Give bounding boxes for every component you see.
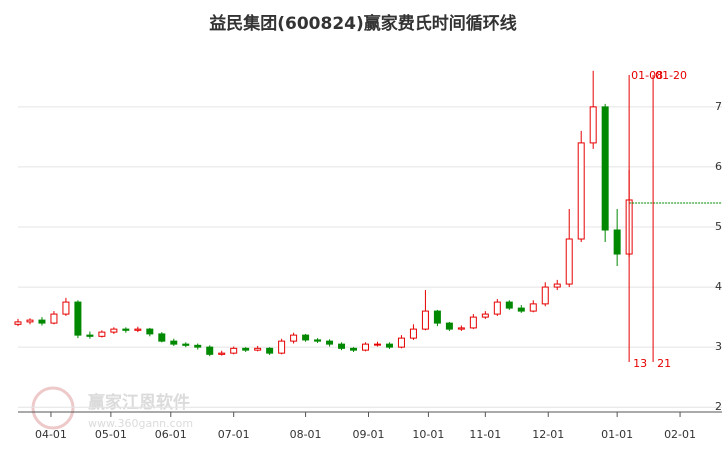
chart-title: 益民集团(600824)赢家费氏时间循环线	[209, 13, 517, 34]
candle-body	[385, 343, 393, 348]
candle-body	[397, 337, 405, 348]
y-tick-label: 3	[715, 340, 722, 353]
candle-body	[302, 334, 310, 341]
x-tick-label: 07-01	[218, 428, 250, 441]
candle-body	[493, 301, 501, 315]
candle-body	[230, 347, 238, 354]
y-tick-label: 4	[715, 280, 722, 293]
x-tick-label: 06-01	[155, 428, 187, 441]
candle-body	[134, 328, 142, 331]
candle-body	[158, 333, 166, 342]
candle-body	[110, 328, 118, 333]
candle-body	[469, 316, 477, 329]
candle-body	[194, 344, 202, 348]
candle-body	[50, 313, 58, 324]
x-tick-label: 08-01	[290, 428, 322, 441]
candle-body	[517, 307, 525, 312]
candle-body	[577, 142, 585, 240]
y-tick-label: 5	[715, 220, 722, 233]
candle-body	[278, 340, 286, 354]
cycle-count: 21	[657, 357, 671, 370]
candle-body	[433, 310, 441, 324]
candle-body	[314, 339, 322, 342]
candle-body	[589, 106, 597, 144]
watermark-text: 赢家江恩软件	[88, 392, 190, 413]
x-tick-label: 05-01	[95, 428, 127, 441]
candle-body	[62, 301, 70, 315]
y-tick-label: 7	[715, 100, 722, 113]
candle-body	[445, 322, 453, 330]
candle-body	[350, 347, 358, 351]
candle-body	[481, 313, 489, 318]
candle-body	[98, 331, 106, 337]
candle-body	[14, 321, 22, 325]
candle-body	[218, 352, 226, 355]
candle-body	[565, 238, 573, 285]
y-tick-label: 2	[715, 400, 722, 413]
candle-body	[409, 328, 417, 339]
x-tick-label: 04-01	[35, 428, 67, 441]
candle-body	[170, 340, 178, 345]
candle-body	[182, 343, 190, 346]
watermark-url: www.360gann.com	[88, 417, 193, 430]
cycle-date: 01-20	[655, 69, 687, 82]
candle-body	[266, 347, 274, 354]
candle-body	[457, 327, 465, 330]
candle-body	[242, 347, 250, 351]
candle-body	[74, 301, 82, 336]
candle-body	[541, 286, 549, 305]
watermark: 赢家江恩软件 www.360gann.com	[31, 386, 193, 430]
cycle-date: 01-08	[631, 69, 663, 82]
candle-body	[553, 283, 561, 288]
watermark-logo	[31, 386, 75, 430]
candle-body	[146, 328, 154, 335]
candle-body	[601, 106, 609, 231]
candle-body	[122, 328, 130, 331]
candle-body	[529, 303, 537, 312]
x-tick-label: 02-01	[664, 428, 696, 441]
candle-body	[206, 346, 214, 355]
candle-body	[326, 340, 334, 345]
x-tick-label: 01-01	[601, 428, 633, 441]
candle-body	[373, 343, 381, 346]
candle-body	[505, 301, 513, 309]
candle-body	[362, 343, 370, 351]
cycle-count: 13	[633, 357, 647, 370]
candle-body	[421, 310, 429, 330]
candle-body	[254, 347, 262, 351]
candle-body	[26, 319, 34, 323]
candle-body	[613, 229, 621, 255]
x-tick-label: 10-01	[412, 428, 444, 441]
x-tick-label: 09-01	[353, 428, 385, 441]
x-tick-label: 11-01	[469, 428, 501, 441]
candle-body	[290, 334, 298, 342]
candle-body	[38, 319, 46, 324]
y-tick-label: 6	[715, 160, 722, 173]
x-tick-label: 12-01	[532, 428, 564, 441]
candle-body	[86, 334, 94, 337]
candle-body	[338, 343, 346, 349]
